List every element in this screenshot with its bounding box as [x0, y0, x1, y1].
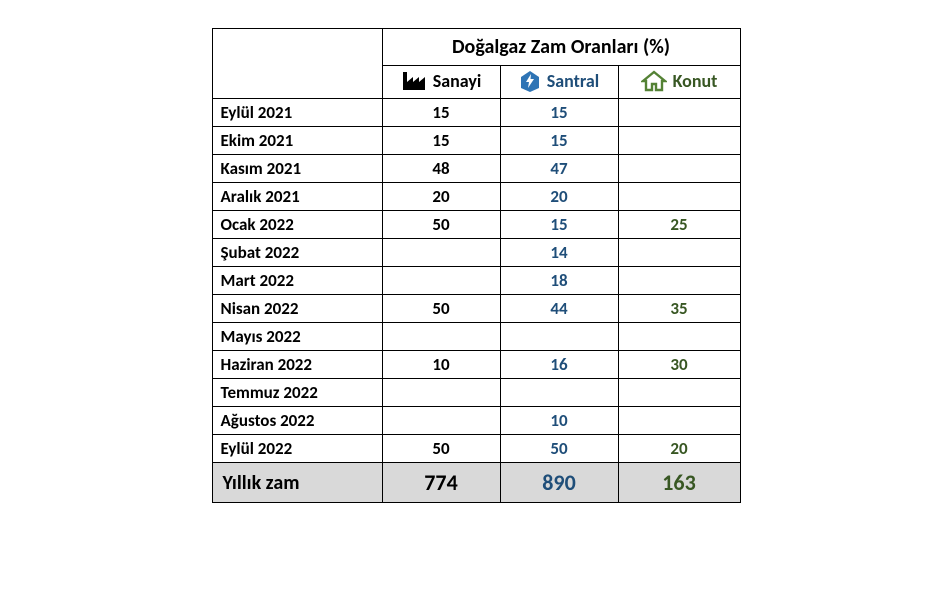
- row-label: Mart 2022: [212, 267, 382, 295]
- row-label: Aralık 2021: [212, 183, 382, 211]
- col-header-label: Konut: [673, 70, 718, 92]
- cell-santral: 50: [500, 435, 618, 463]
- cell-konut: [618, 183, 740, 211]
- cell-sanayi: 20: [382, 183, 500, 211]
- row-label: Ağustos 2022: [212, 407, 382, 435]
- cell-sanayi: 50: [382, 211, 500, 239]
- cell-konut: 30: [618, 351, 740, 379]
- cell-santral: 10: [500, 407, 618, 435]
- table-row: Temmuz 2022: [212, 379, 740, 407]
- cell-sanayi: 15: [382, 99, 500, 127]
- row-label: Nisan 2022: [212, 295, 382, 323]
- cell-konut: 20: [618, 435, 740, 463]
- table-body: Eylül 20211515Ekim 20211515Kasım 2021484…: [212, 99, 740, 463]
- cell-sanayi: 48: [382, 155, 500, 183]
- cell-santral: 15: [500, 99, 618, 127]
- cell-konut: [618, 407, 740, 435]
- cell-konut: [618, 267, 740, 295]
- cell-sanayi: [382, 267, 500, 295]
- cell-sanayi: 50: [382, 435, 500, 463]
- cell-santral: 18: [500, 267, 618, 295]
- cell-santral: [500, 323, 618, 351]
- cell-santral: 15: [500, 211, 618, 239]
- row-label: Ocak 2022: [212, 211, 382, 239]
- col-header-label: Sanayi: [433, 70, 482, 92]
- gas-price-table: Doğalgaz Zam Oranları (%) Sanayi: [212, 28, 741, 503]
- table-row: Ekim 20211515: [212, 127, 740, 155]
- table-row: Mayıs 2022: [212, 323, 740, 351]
- cell-santral: [500, 379, 618, 407]
- title-row: Doğalgaz Zam Oranları (%): [212, 29, 740, 66]
- cell-konut: [618, 379, 740, 407]
- col-header-sanayi: Sanayi: [382, 66, 500, 99]
- col-header-label: Santral: [547, 70, 599, 92]
- total-label: Yıllık zam: [212, 463, 382, 503]
- table-row: Ocak 2022501525: [212, 211, 740, 239]
- cell-konut: [618, 239, 740, 267]
- cell-santral: 15: [500, 127, 618, 155]
- cell-sanayi: [382, 323, 500, 351]
- table-row: Şubat 2022 14: [212, 239, 740, 267]
- col-header-santral: Santral: [500, 66, 618, 99]
- table-row: Ağustos 2022 10: [212, 407, 740, 435]
- row-label: Eylül 2021: [212, 99, 382, 127]
- cell-konut: [618, 323, 740, 351]
- table-row: Mart 2022 18: [212, 267, 740, 295]
- cell-santral: 47: [500, 155, 618, 183]
- total-konut: 163: [618, 463, 740, 503]
- house-icon: [641, 70, 667, 92]
- table-title: Doğalgaz Zam Oranları (%): [382, 29, 740, 66]
- cell-santral: 44: [500, 295, 618, 323]
- cell-konut: [618, 155, 740, 183]
- table-row: Nisan 2022504435: [212, 295, 740, 323]
- col-header-konut: Konut: [618, 66, 740, 99]
- cell-konut: [618, 99, 740, 127]
- cell-santral: 14: [500, 239, 618, 267]
- row-label: Şubat 2022: [212, 239, 382, 267]
- total-sanayi: 774: [382, 463, 500, 503]
- cell-konut: [618, 127, 740, 155]
- bolt-icon: [519, 70, 541, 92]
- factory-icon: [401, 70, 427, 92]
- cell-sanayi: [382, 407, 500, 435]
- total-row: Yıllık zam 774 890 163: [212, 463, 740, 503]
- total-santral: 890: [500, 463, 618, 503]
- cell-konut: 35: [618, 295, 740, 323]
- table-row: Eylül 2022505020: [212, 435, 740, 463]
- table-row: Kasım 20214847: [212, 155, 740, 183]
- cell-sanayi: 10: [382, 351, 500, 379]
- cell-santral: 16: [500, 351, 618, 379]
- table-row: Haziran 2022101630: [212, 351, 740, 379]
- row-label: Haziran 2022: [212, 351, 382, 379]
- row-label: Eylül 2022: [212, 435, 382, 463]
- row-label: Ekim 2021: [212, 127, 382, 155]
- cell-sanayi: [382, 379, 500, 407]
- table-row: Aralık 20212020: [212, 183, 740, 211]
- row-label: Mayıs 2022: [212, 323, 382, 351]
- cell-santral: 20: [500, 183, 618, 211]
- cell-konut: 25: [618, 211, 740, 239]
- row-label: Temmuz 2022: [212, 379, 382, 407]
- corner-cell: [212, 29, 382, 99]
- table-row: Eylül 20211515: [212, 99, 740, 127]
- cell-sanayi: [382, 239, 500, 267]
- row-label: Kasım 2021: [212, 155, 382, 183]
- cell-sanayi: 50: [382, 295, 500, 323]
- cell-sanayi: 15: [382, 127, 500, 155]
